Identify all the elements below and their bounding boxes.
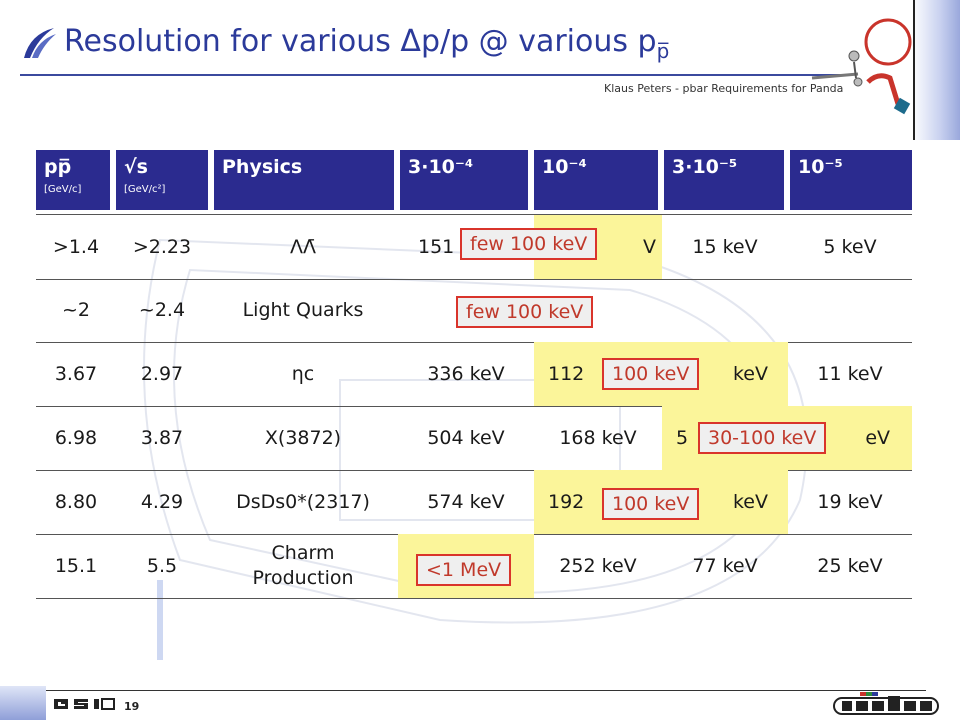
table-cell: >1.4 <box>52 235 100 258</box>
table-cell <box>662 278 788 342</box>
table-cell: ~2.4 <box>138 298 186 321</box>
table-cell: 504 keV <box>427 426 505 449</box>
callout-less-1-mev: <1 MeV <box>416 554 512 586</box>
table-cell: >2.23 <box>132 235 192 258</box>
title-main: Resolution for various Δp/p @ various p <box>64 24 657 59</box>
table-cell: 5 keV <box>823 235 877 258</box>
callout-30-100-kev: 30-100 keV <box>698 422 827 454</box>
table-cell: 15.1 <box>54 554 98 577</box>
title-subscript: p̅ <box>656 39 670 63</box>
right-decor-line <box>913 0 915 140</box>
feather-logo-icon <box>24 28 56 58</box>
table-cell: ~2 <box>61 298 90 321</box>
header-cell-1e-5: 10⁻⁵ <box>790 150 912 210</box>
table-cell: 252 keV <box>559 554 637 577</box>
table-cell: 336 keV <box>427 362 505 385</box>
gsi-logo-icon <box>52 698 116 710</box>
table-cell: 19 keV <box>817 490 883 513</box>
header-cell-sqrt-s: √s [GeV/c²] <box>116 150 208 210</box>
callout-few-100-kev-2: few 100 keV <box>456 296 594 328</box>
header-main: Physics <box>222 156 303 178</box>
table-row: 15.1 5.5 Charm Production 252 keV 77 keV… <box>36 534 912 599</box>
table-cell: 3.67 <box>54 362 98 385</box>
table-cell: 574 keV <box>427 490 505 513</box>
header-cell-p: pp̅ [GeV/c] <box>36 150 110 210</box>
header-cell-3e-4: 3·10⁻⁴ <box>400 150 528 210</box>
callout-100-kev-2: 100 keV <box>602 488 700 520</box>
footer-line <box>46 690 926 691</box>
table-row: 3.67 2.97 ηc 336 keV 112 keV 11 keV <box>36 342 912 407</box>
header-main: 10⁻⁴ <box>542 156 587 178</box>
table-cell: ηc <box>291 362 315 385</box>
header-cell-1e-4: 10⁻⁴ <box>534 150 658 210</box>
table-row: 8.80 4.29 DsDs0*(2317) 574 keV 192 keV 1… <box>36 470 912 535</box>
page-title: Resolution for various Δp/p @ various pp… <box>64 24 669 63</box>
header-main: 3·10⁻⁴ <box>408 156 474 178</box>
table-cell: 151 <box>418 235 455 258</box>
table-cell: 5.5 <box>146 554 178 577</box>
header-cell-3e-5: 3·10⁻⁵ <box>664 150 784 210</box>
table-cell: ΛΛ̄ <box>290 235 316 258</box>
table-cell: 3.87 <box>140 426 184 449</box>
panda-mascot-icon <box>811 18 912 115</box>
table-cell: Light Quarks <box>242 298 364 321</box>
table-cell: 4.29 <box>140 490 184 513</box>
header-unit: [GeV/c] <box>44 184 82 195</box>
table-cell: 15 keV <box>692 235 758 258</box>
right-decor-stripe <box>912 0 960 140</box>
table-row: ~2 ~2.4 Light Quarks <box>36 278 912 343</box>
slide-subtitle: Klaus Peters - pbar Requirements for Pan… <box>604 82 844 95</box>
table-cell: X(3872) <box>264 426 342 449</box>
table-cell: 77 keV <box>692 554 758 577</box>
header-main: √s <box>124 156 148 178</box>
header-unit: [GeV/c²] <box>124 184 166 195</box>
title-underline <box>20 74 850 76</box>
resolution-table: >1.4 >2.23 ΛΛ̄ 151 V 15 keV 5 keV ~2 ~2.… <box>36 214 912 606</box>
table-cell: Charm Production <box>252 542 354 589</box>
title-bar: Resolution for various Δp/p @ various pp… <box>0 0 960 95</box>
callout-few-100-kev-1: few 100 keV <box>460 228 598 260</box>
table-cell: 6.98 <box>54 426 98 449</box>
panda-logo-icon <box>833 692 939 715</box>
table-cell: 168 keV <box>559 426 637 449</box>
header-main: 10⁻⁵ <box>798 156 843 178</box>
table-cell <box>788 278 912 342</box>
footer-left-stripe <box>0 686 46 720</box>
table-cell: 2.97 <box>140 362 184 385</box>
table-cell: 8.80 <box>54 490 98 513</box>
page-number: 19 <box>124 700 140 713</box>
table-cell: keV <box>662 342 788 406</box>
table-cell: 11 keV <box>817 362 883 385</box>
table-cell: DsDs0*(2317) <box>236 490 370 513</box>
header-main: pp̅ <box>44 156 72 178</box>
callout-100-kev-1: 100 keV <box>602 358 700 390</box>
table-cell: 25 keV <box>817 554 883 577</box>
header-main: 3·10⁻⁵ <box>672 156 738 178</box>
header-cell-physics: Physics <box>214 150 394 210</box>
